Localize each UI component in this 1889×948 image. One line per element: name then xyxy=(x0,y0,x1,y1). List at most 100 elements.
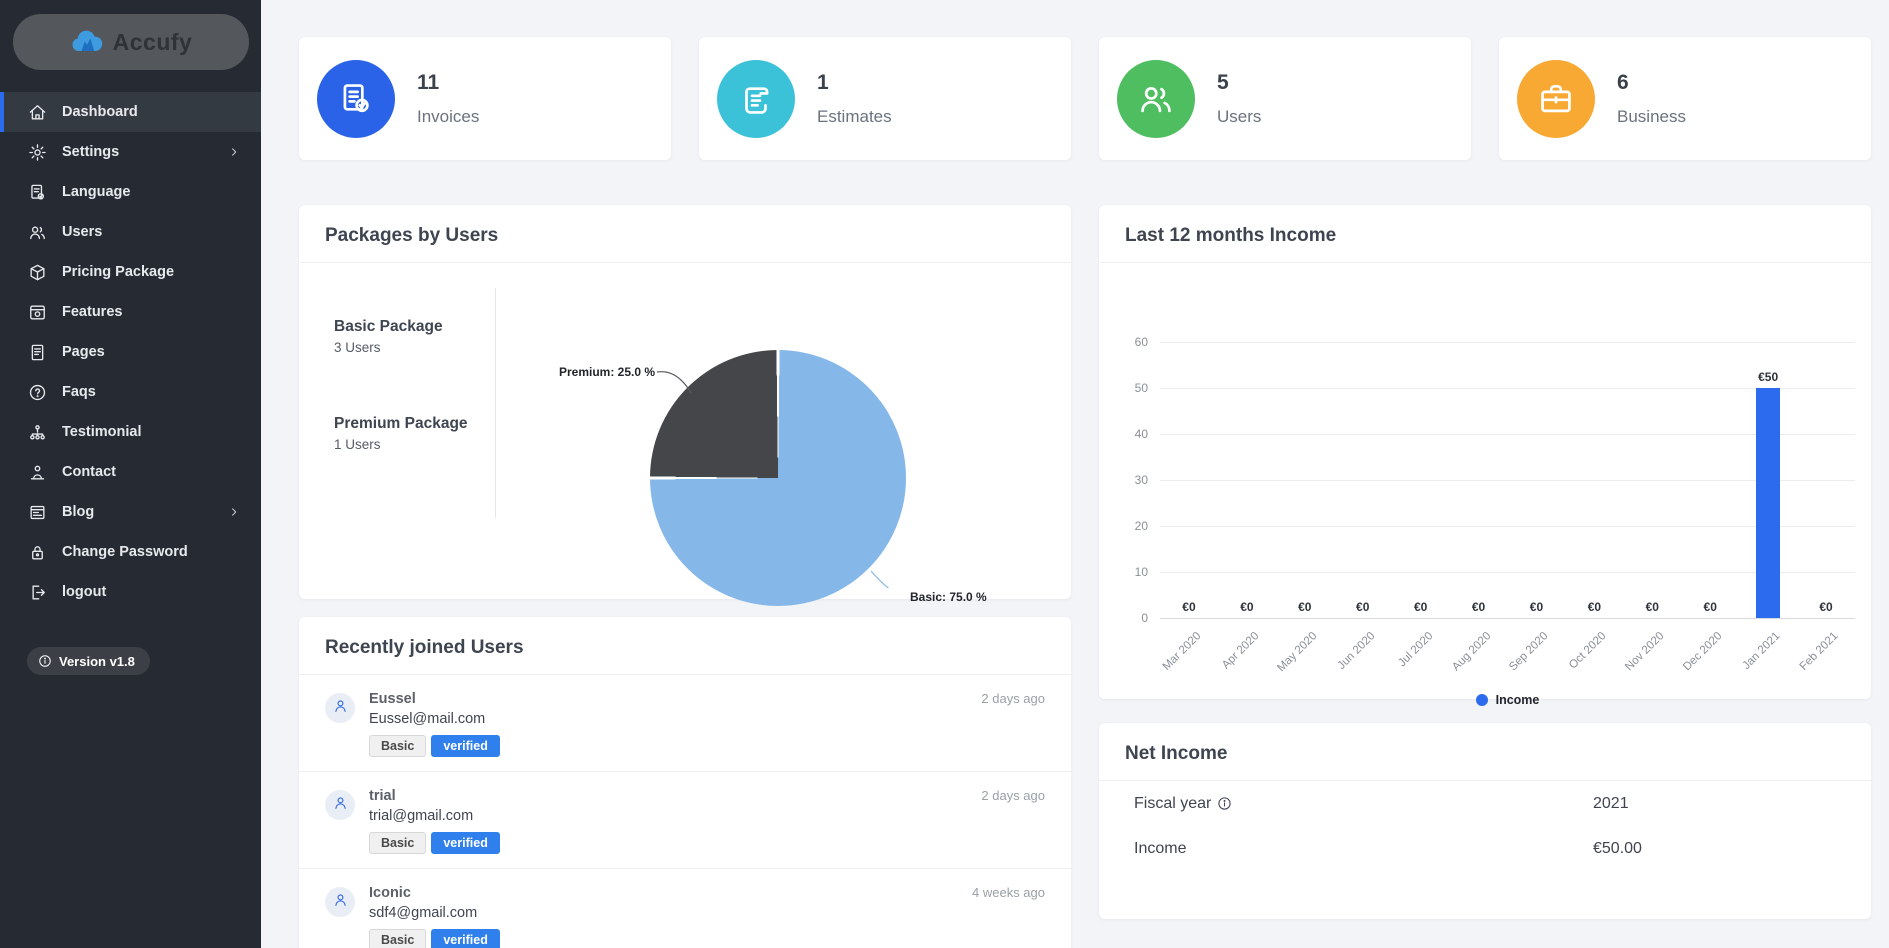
sidebar-item-label: Users xyxy=(62,224,103,240)
version-badge: Version v1.8 xyxy=(27,647,150,675)
user-avatar xyxy=(325,887,355,917)
package-badge: Basic xyxy=(369,832,427,854)
packages-card-body: Basic Package 3 Users Premium Package 1 … xyxy=(299,263,1071,606)
sidebar-item-label: Pricing Package xyxy=(62,264,175,280)
home-icon xyxy=(28,103,47,122)
bar-value-label: €0 xyxy=(1587,600,1602,614)
user-email: sdf4@gmail.com xyxy=(369,905,478,921)
stat-value: 5 xyxy=(1217,70,1229,94)
user-name: trial xyxy=(369,788,396,804)
user-row-iconic: Iconic sdf4@gmail.com Basic verified 4 weeks… xyxy=(299,869,1071,948)
vertical-divider xyxy=(495,288,496,518)
person-icon xyxy=(332,794,349,816)
sidebar-item-logout[interactable]: logout xyxy=(0,572,261,612)
card-header: Last 12 months Income xyxy=(1099,205,1871,263)
sidebar-item-language[interactable]: Language xyxy=(0,172,261,212)
stat-card-users: 5 Users xyxy=(1099,37,1471,160)
pie-basic-label: Basic: 75.0 % xyxy=(910,590,987,604)
net-income-rows: Fiscal year 2021 Income €50.00 xyxy=(1099,781,1871,871)
stat-label: Business xyxy=(1617,106,1686,126)
info-icon xyxy=(38,654,52,668)
bar-value-label: €0 xyxy=(1703,600,1717,614)
version-label: Version v1.8 xyxy=(59,653,135,669)
net-label-text: Fiscal year xyxy=(1134,794,1212,812)
page-icon xyxy=(28,343,47,362)
net-row-value: €50.00 xyxy=(1593,839,1642,857)
stat-value: 1 xyxy=(817,70,829,94)
x-axis-label: Jun 2020 xyxy=(1335,630,1378,672)
bar-value-label: €0 xyxy=(1471,600,1486,614)
sidebar-item-label: Testimonial xyxy=(62,424,142,440)
income-bar-jan-2021[interactable] xyxy=(1756,388,1781,618)
gridline-10 xyxy=(1160,572,1855,573)
net-row-income: Income €50.00 xyxy=(1099,826,1871,871)
sidebar-item-faqs[interactable]: Faqs xyxy=(0,372,261,412)
joined-time: 2 days ago xyxy=(981,691,1045,706)
chevron-right-icon xyxy=(227,505,241,519)
sidebar-item-label: Dashboard xyxy=(62,104,138,120)
x-axis-label: Mar 2020 xyxy=(1160,630,1204,673)
app-logo[interactable]: Accufy xyxy=(13,14,249,70)
package-users-count: 3 Users xyxy=(334,340,381,355)
logout-icon xyxy=(28,583,47,602)
bar-value-label: €0 xyxy=(1356,600,1370,614)
bar-value-label: €0 xyxy=(1413,600,1428,614)
sidebar: Accufy Dashboard Settings Language Users Pri… xyxy=(0,0,261,948)
bar-value-label: €0 xyxy=(1298,600,1312,614)
stat-label: Estimates xyxy=(817,106,892,126)
sidebar-item-blog[interactable]: Blog xyxy=(0,492,261,532)
net-row-label: Income xyxy=(1134,840,1186,858)
net-income-card: Net Income Fiscal year 2021 Income €50.00 xyxy=(1099,723,1871,919)
net-income-title: Net Income xyxy=(1125,743,1228,764)
x-axis-label: May 2020 xyxy=(1275,630,1320,675)
sidebar-item-dashboard[interactable]: Dashboard xyxy=(0,92,261,132)
sidebar-item-label: Faqs xyxy=(62,384,96,400)
x-axis-label: Dec 2020 xyxy=(1681,630,1725,674)
card-header: Packages by Users xyxy=(299,205,1071,263)
user-email: Eussel@mail.com xyxy=(369,711,486,727)
gear-icon xyxy=(28,143,47,162)
sidebar-item-pricing-package[interactable]: Pricing Package xyxy=(0,252,261,292)
sidebar-item-settings[interactable]: Settings xyxy=(0,132,261,172)
package-users-count: 1 Users xyxy=(334,437,381,452)
sidebar-item-features[interactable]: Features xyxy=(0,292,261,332)
package-icon xyxy=(28,263,47,282)
blog-icon xyxy=(28,503,47,522)
income-chart-card: Last 12 months Income 0 10 20 30 40 50 60 €0 Mar… xyxy=(1099,205,1871,707)
joined-time: 4 weeks ago xyxy=(972,885,1045,900)
income-bar-chart[interactable]: 0 10 20 30 40 50 60 €0 Mar 2020 €0 Apr 2020 €0 May 2… xyxy=(1099,263,1871,707)
chart-legend: Income xyxy=(1160,693,1855,707)
x-axis-label: Nov 2020 xyxy=(1623,630,1667,674)
stat-card-business: 6 Business xyxy=(1499,37,1871,160)
estimate-stat-icon xyxy=(717,59,795,138)
stat-label: Users xyxy=(1217,106,1262,126)
user-name: Iconic xyxy=(369,885,411,901)
person-icon xyxy=(332,697,349,719)
net-label-text: Income xyxy=(1134,839,1187,857)
packages-card-title: Packages by Users xyxy=(325,225,499,246)
legend-income-label: Income xyxy=(1495,693,1540,707)
sidebar-item-testimonial[interactable]: Testimonial xyxy=(0,412,261,452)
bar-value-label: €0 xyxy=(1529,600,1544,614)
sidebar-item-change-password[interactable]: Change Password xyxy=(0,532,261,572)
verified-badge: verified xyxy=(431,735,500,757)
y-axis-tick: 40 xyxy=(1134,427,1148,441)
gridline-50 xyxy=(1160,388,1855,389)
document-check-icon xyxy=(28,183,47,202)
premium-package-summary: Premium Package 1 Users xyxy=(334,415,494,452)
chevron-right-icon xyxy=(227,145,241,159)
sidebar-item-users[interactable]: Users xyxy=(0,212,261,252)
stat-text: 1 Estimates xyxy=(817,71,892,127)
x-axis-label: Jan 2021 xyxy=(1740,630,1783,672)
user-row-trial: trial trial@gmail.com Basic verified 2 days … xyxy=(299,772,1071,869)
sidebar-item-pages[interactable]: Pages xyxy=(0,332,261,372)
user-avatar xyxy=(325,693,355,723)
bar-value-label: €0 xyxy=(1182,600,1196,614)
y-axis-tick: 0 xyxy=(1141,611,1148,625)
sidebar-item-contact[interactable]: Contact xyxy=(0,452,261,492)
info-icon xyxy=(1217,796,1232,811)
invoice-stat-icon xyxy=(317,59,395,138)
person-icon xyxy=(332,891,349,913)
stat-value: 6 xyxy=(1617,70,1629,94)
packages-pie-chart[interactable] xyxy=(650,350,906,606)
